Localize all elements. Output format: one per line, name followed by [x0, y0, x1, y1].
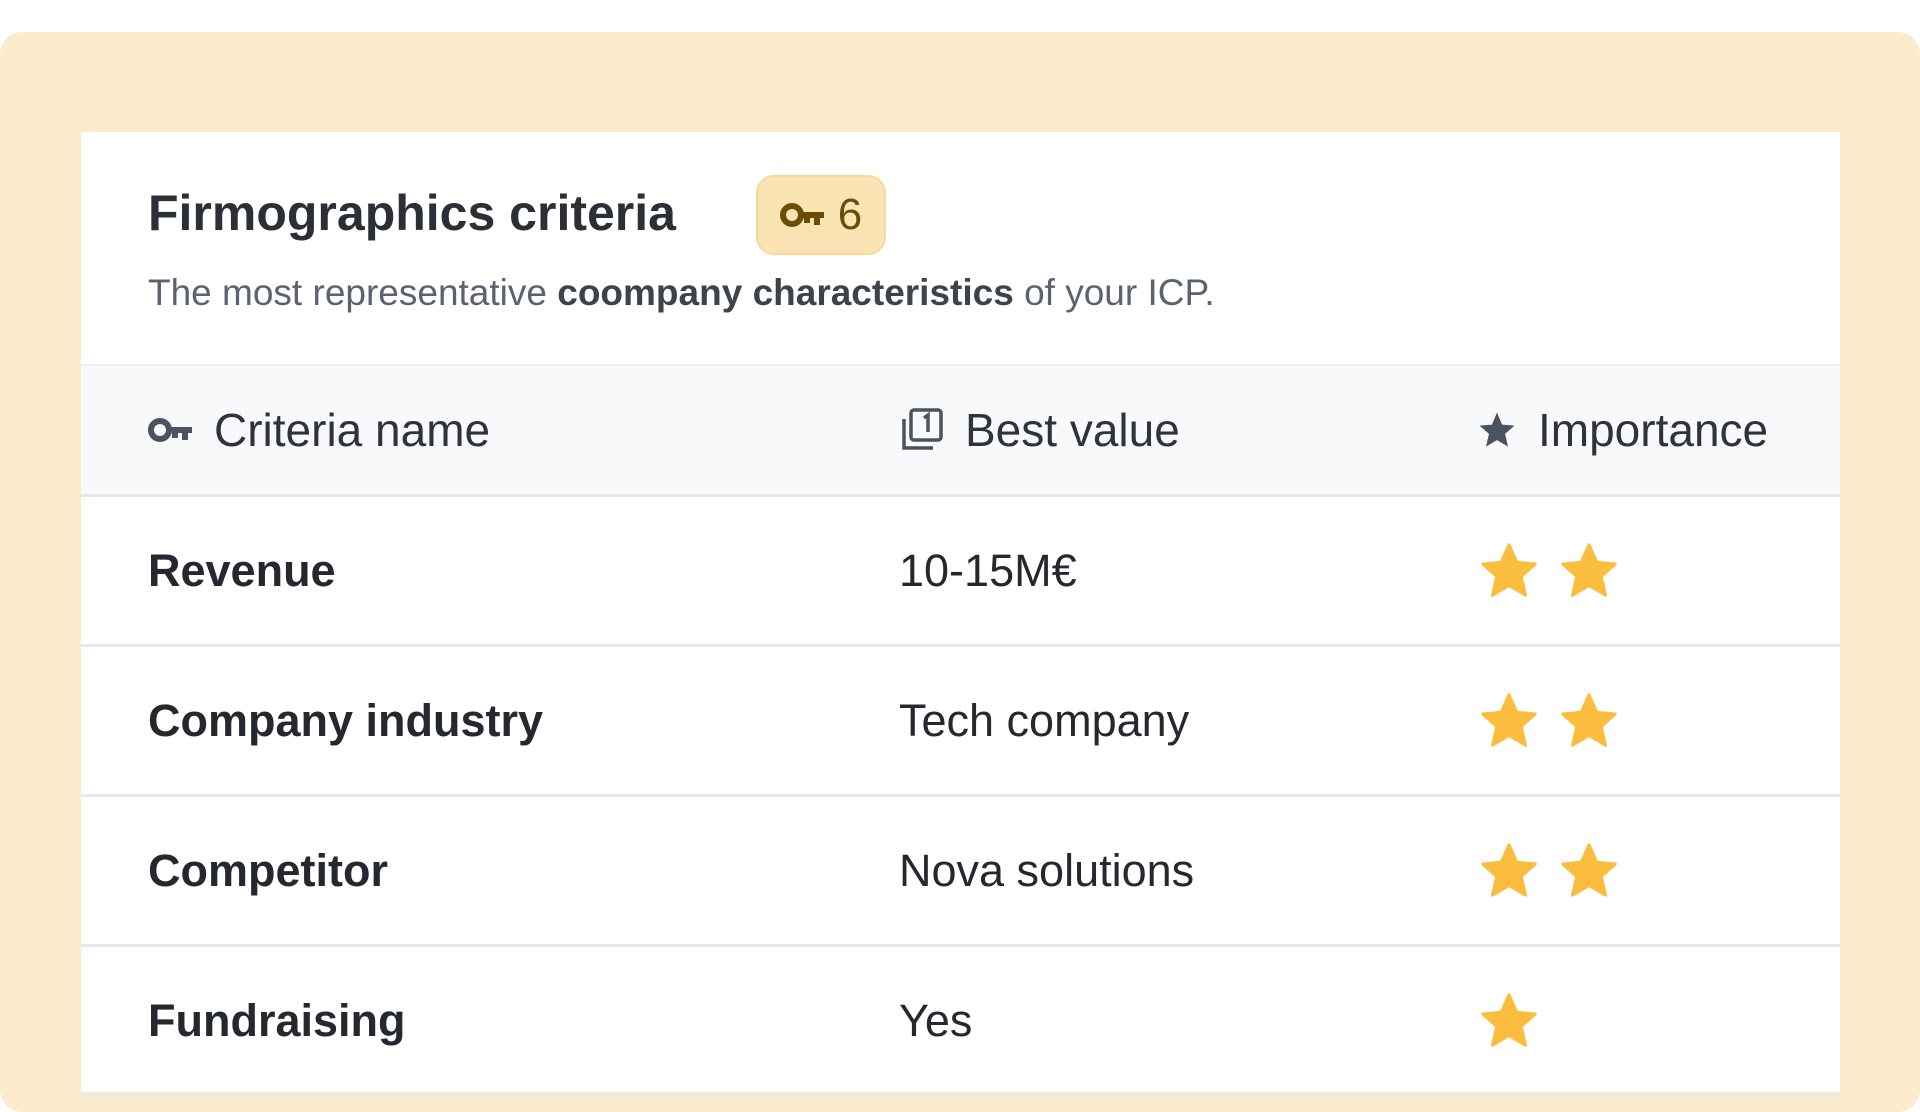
header-label: Criteria name — [214, 404, 491, 456]
best-value: 10-15M€ — [899, 544, 1077, 596]
card-title: Firmographics criteria — [148, 185, 676, 241]
header-label: Importance — [1538, 404, 1769, 456]
criteria-name: Competitor — [148, 844, 388, 896]
importance-stars — [1479, 497, 1619, 644]
header-label: Best value — [965, 404, 1180, 456]
table-row: Competitor Nova solutions — [81, 797, 1840, 947]
star — [1561, 842, 1617, 897]
key-icon — [148, 418, 192, 442]
table-row: Fundraising Yes — [81, 947, 1840, 1097]
star — [1481, 692, 1537, 747]
star-shape — [1481, 692, 1537, 747]
star — [1561, 692, 1617, 747]
star — [1561, 542, 1617, 597]
best-value: Tech company — [899, 694, 1190, 746]
star-shape — [1561, 842, 1617, 897]
subtitle-text: of your ICP. — [1013, 272, 1215, 313]
subtitle-bold: coompany characteristics — [557, 272, 1014, 313]
star — [1481, 992, 1537, 1047]
badge-count: 6 — [837, 190, 863, 239]
criteria-name: Fundraising — [148, 994, 406, 1046]
page: Firmographics criteria 6 The most repres… — [0, 32, 1920, 1112]
star — [1481, 842, 1537, 897]
star-shape — [1481, 992, 1537, 1047]
header-cell: Criteria name — [148, 366, 490, 494]
star-icon — [1479, 412, 1515, 447]
table-row: Revenue 10-15M€ — [81, 497, 1840, 647]
best-value: Yes — [899, 994, 973, 1046]
card-subtitle: The most representative coompany charact… — [148, 272, 1215, 314]
header-cell: Best value — [899, 366, 1180, 494]
criteria-name: Company industry — [148, 694, 544, 746]
star-shape — [1481, 542, 1537, 597]
key-icon — [779, 203, 824, 227]
count-badge: 6 — [756, 175, 886, 255]
importance-stars — [1479, 797, 1619, 944]
criteria-card: Firmographics criteria 6 The most repres… — [81, 132, 1840, 1097]
importance-stars — [1479, 947, 1539, 1094]
star-shape — [1481, 842, 1537, 897]
copy-icon — [902, 408, 943, 450]
star-shape — [1561, 692, 1617, 747]
star — [1481, 542, 1537, 597]
star-shape — [1561, 542, 1617, 597]
header-cell: Importance — [1476, 366, 1768, 494]
subtitle-text: The most representative — [148, 272, 558, 313]
table-row: Company industry Tech company — [81, 647, 1840, 797]
best-value: Nova solutions — [899, 844, 1195, 896]
criteria-name: Revenue — [148, 544, 336, 596]
importance-stars — [1479, 647, 1619, 794]
table-header: Criteria name Best value Importance — [81, 364, 1840, 497]
